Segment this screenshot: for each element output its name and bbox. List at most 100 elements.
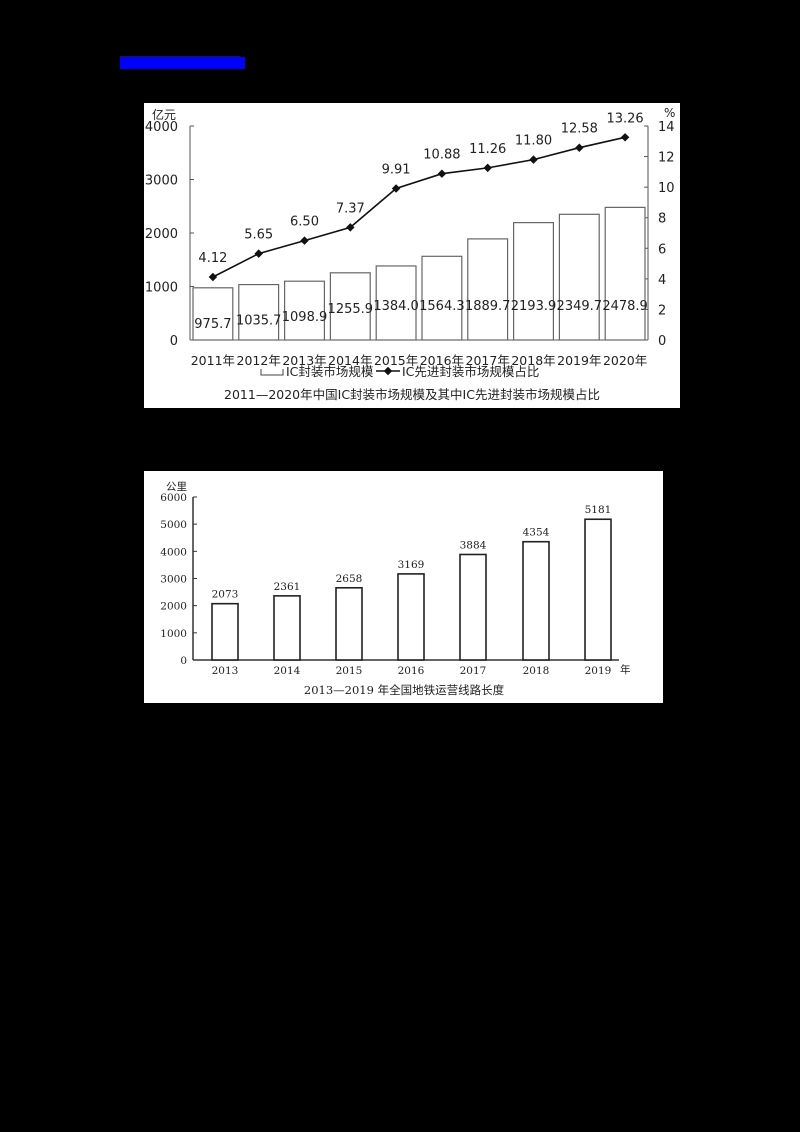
- right-tick-label: 14: [658, 120, 675, 135]
- left-tick-label: 0: [170, 334, 178, 349]
- bar-value-label: 2193.9: [511, 299, 557, 314]
- x-tick-label: 2020年: [603, 353, 647, 368]
- bar: [284, 280, 326, 341]
- line-marker: [437, 169, 447, 178]
- bar: [238, 283, 280, 341]
- x-tick-label: 2017年: [466, 353, 510, 368]
- x-tick-label: 2012年: [237, 353, 281, 368]
- ic-packaging-chart: 0 1000 2000 3000 4000 亿元 0 2 4 6 8 10 12 14% 975.7 2011…: [144, 103, 680, 408]
- bar: [421, 255, 463, 341]
- y-tick-label: 3000: [160, 574, 187, 586]
- hyperlink[interactable]: [120, 57, 245, 69]
- bar-value-label: 2349.7: [557, 299, 603, 314]
- bar: [211, 602, 239, 661]
- line-value-label: 12.58: [561, 122, 598, 137]
- line-value-label: 4.12: [198, 251, 227, 266]
- right-tick-label: 2: [658, 303, 666, 318]
- x-tick-label: 2013: [212, 665, 239, 677]
- right-tick-label: 8: [658, 212, 666, 227]
- y-tick-label: 0: [180, 655, 187, 667]
- bar-value-label: 1035.7: [236, 314, 282, 329]
- line-marker: [208, 272, 218, 282]
- legend-label: IC先进封装市场规模占比: [402, 364, 539, 379]
- bar: [513, 222, 555, 341]
- x-tick-label: 2018: [523, 665, 550, 677]
- line-marker: [620, 133, 630, 142]
- bar: [459, 553, 487, 661]
- x-tick-label: 2013年: [282, 353, 326, 368]
- bar-value-label: 1255.9: [328, 302, 374, 317]
- right-tick-label: 12: [658, 151, 675, 166]
- bar-value-label: 3884: [460, 539, 487, 551]
- line-value-label: 13.26: [606, 111, 643, 126]
- line-value-label: 11.26: [469, 142, 506, 157]
- line-value-label: 11.80: [515, 134, 552, 149]
- bar: [584, 518, 612, 661]
- bar: [273, 595, 301, 661]
- bar-value-label: 1098.9: [282, 310, 328, 325]
- y-tick-label: 1000: [160, 628, 187, 640]
- right-tick-label: 10: [658, 181, 675, 196]
- bar-value-label: 2658: [336, 573, 363, 585]
- legend-bar-icon: [260, 369, 284, 376]
- line-value-label: 10.88: [423, 148, 460, 163]
- x-tick-label: 2014年: [328, 353, 372, 368]
- left-tick-label: 4000: [145, 120, 178, 135]
- line-value-label: 6.50: [290, 215, 319, 230]
- x-axis-unit: 年: [620, 663, 631, 676]
- bar: [335, 586, 363, 661]
- bar-value-label: 2361: [274, 581, 301, 593]
- x-tick-label: 2018年: [511, 353, 555, 368]
- bar: [329, 272, 371, 341]
- line-marker: [254, 249, 263, 258]
- subway-length-chart: 0 1000 2000 3000 4000 5000 6000 公里 2073 2013 2361 2…: [144, 471, 663, 703]
- bar: [192, 287, 234, 341]
- bar-value-label: 1564.3: [419, 299, 465, 314]
- line-marker: [346, 223, 355, 232]
- line-series: [212, 136, 626, 278]
- y-tick-label: 5000: [160, 519, 187, 531]
- bar: [558, 213, 600, 341]
- bar-value-label: 2073: [212, 589, 239, 601]
- y-tick-label: 6000: [160, 492, 187, 504]
- line-marker: [300, 236, 309, 245]
- right-tick-label: 4: [658, 273, 666, 288]
- x-tick-label: 2019年: [557, 353, 601, 368]
- bar: [467, 238, 509, 341]
- left-axis-unit: 亿元: [152, 107, 176, 122]
- x-tick-label: 2016年: [420, 353, 464, 368]
- left-tick-label: 3000: [145, 174, 178, 189]
- left-tick-label: 1000: [145, 281, 178, 296]
- bar-value-label: 1384.0: [373, 299, 419, 314]
- bar-value-label: 2478.9: [602, 299, 648, 314]
- bar: [397, 573, 425, 661]
- legend-label: IC封装市场规模: [286, 364, 374, 379]
- line-value-label: 5.65: [244, 228, 273, 243]
- x-tick-label: 2019: [585, 665, 612, 677]
- right-tick-label: 6: [658, 242, 666, 257]
- bar-value-label: 3169: [398, 559, 425, 571]
- x-tick-label: 2014: [274, 665, 301, 677]
- bar-value-label: 1889.7: [465, 299, 511, 314]
- bar: [522, 540, 550, 661]
- bar-value-label: 4354: [523, 527, 550, 539]
- line-value-label: 7.37: [336, 201, 365, 216]
- x-tick-label: 2017: [460, 665, 487, 677]
- bar: [604, 206, 646, 341]
- line-marker: [575, 143, 584, 152]
- line-value-label: 9.91: [382, 163, 411, 178]
- bar-value-label: 975.7: [194, 317, 231, 332]
- x-tick-label: 2011年: [191, 353, 235, 368]
- left-tick-label: 2000: [145, 227, 178, 242]
- y-tick-label: 4000: [160, 546, 187, 558]
- bar: [375, 265, 417, 341]
- x-tick-label: 2015年: [374, 353, 418, 368]
- bar-value-label: 5181: [585, 504, 612, 516]
- chart-title: 2011—2020年中国IC封装市场规模及其中IC先进封装市场规模占比: [224, 387, 600, 402]
- x-tick-label: 2015: [336, 665, 363, 677]
- right-tick-label: 0: [658, 334, 666, 349]
- x-tick-label: 2016: [398, 665, 425, 677]
- line-marker: [483, 163, 492, 173]
